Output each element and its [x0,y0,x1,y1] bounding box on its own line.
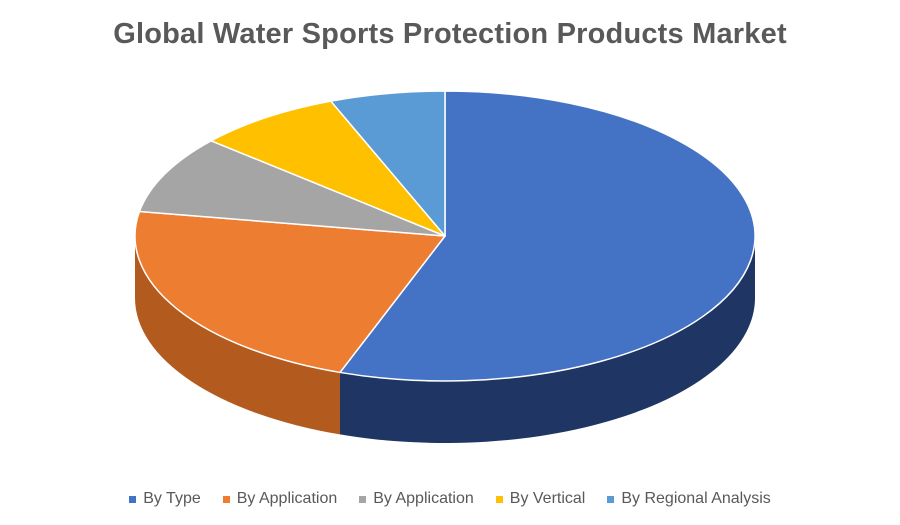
pie-slice-1 [339,90,756,382]
legend-swatch-3 [359,495,367,503]
chart-title: Global Water Sports Protection Products … [113,18,787,50]
legend-label-1: By Type [143,490,201,507]
legend-label-2: By Application [236,490,338,507]
legend-swatch-4 [495,495,503,503]
legend-item-1: By Type [129,490,201,508]
legend-item-5: By Regional Analysis [607,490,771,508]
pie-slice-4 [210,100,446,237]
pie-slice-2 [134,210,446,374]
legend-swatch-5 [607,495,615,503]
legend-item-3: By Application [359,490,474,508]
pie-sides [135,236,755,443]
pie-slices [134,90,756,382]
legend-swatch-2 [222,495,230,503]
legend-item-4: By Vertical [495,490,586,508]
pie-side-2 [135,236,340,435]
pie-side-1 [339,236,755,443]
chart-legend: By Type By Application By Application By Ve… [0,490,900,508]
legend-item-2: By Application [222,490,338,508]
legend-swatch-1 [129,495,137,503]
legend-label-4: By Vertical [509,490,586,507]
pie-slice-5 [330,90,446,237]
legend-label-3: By Application [373,490,474,507]
legend-label-5: By Regional Analysis [621,490,771,507]
pie-slice-3 [138,140,446,237]
